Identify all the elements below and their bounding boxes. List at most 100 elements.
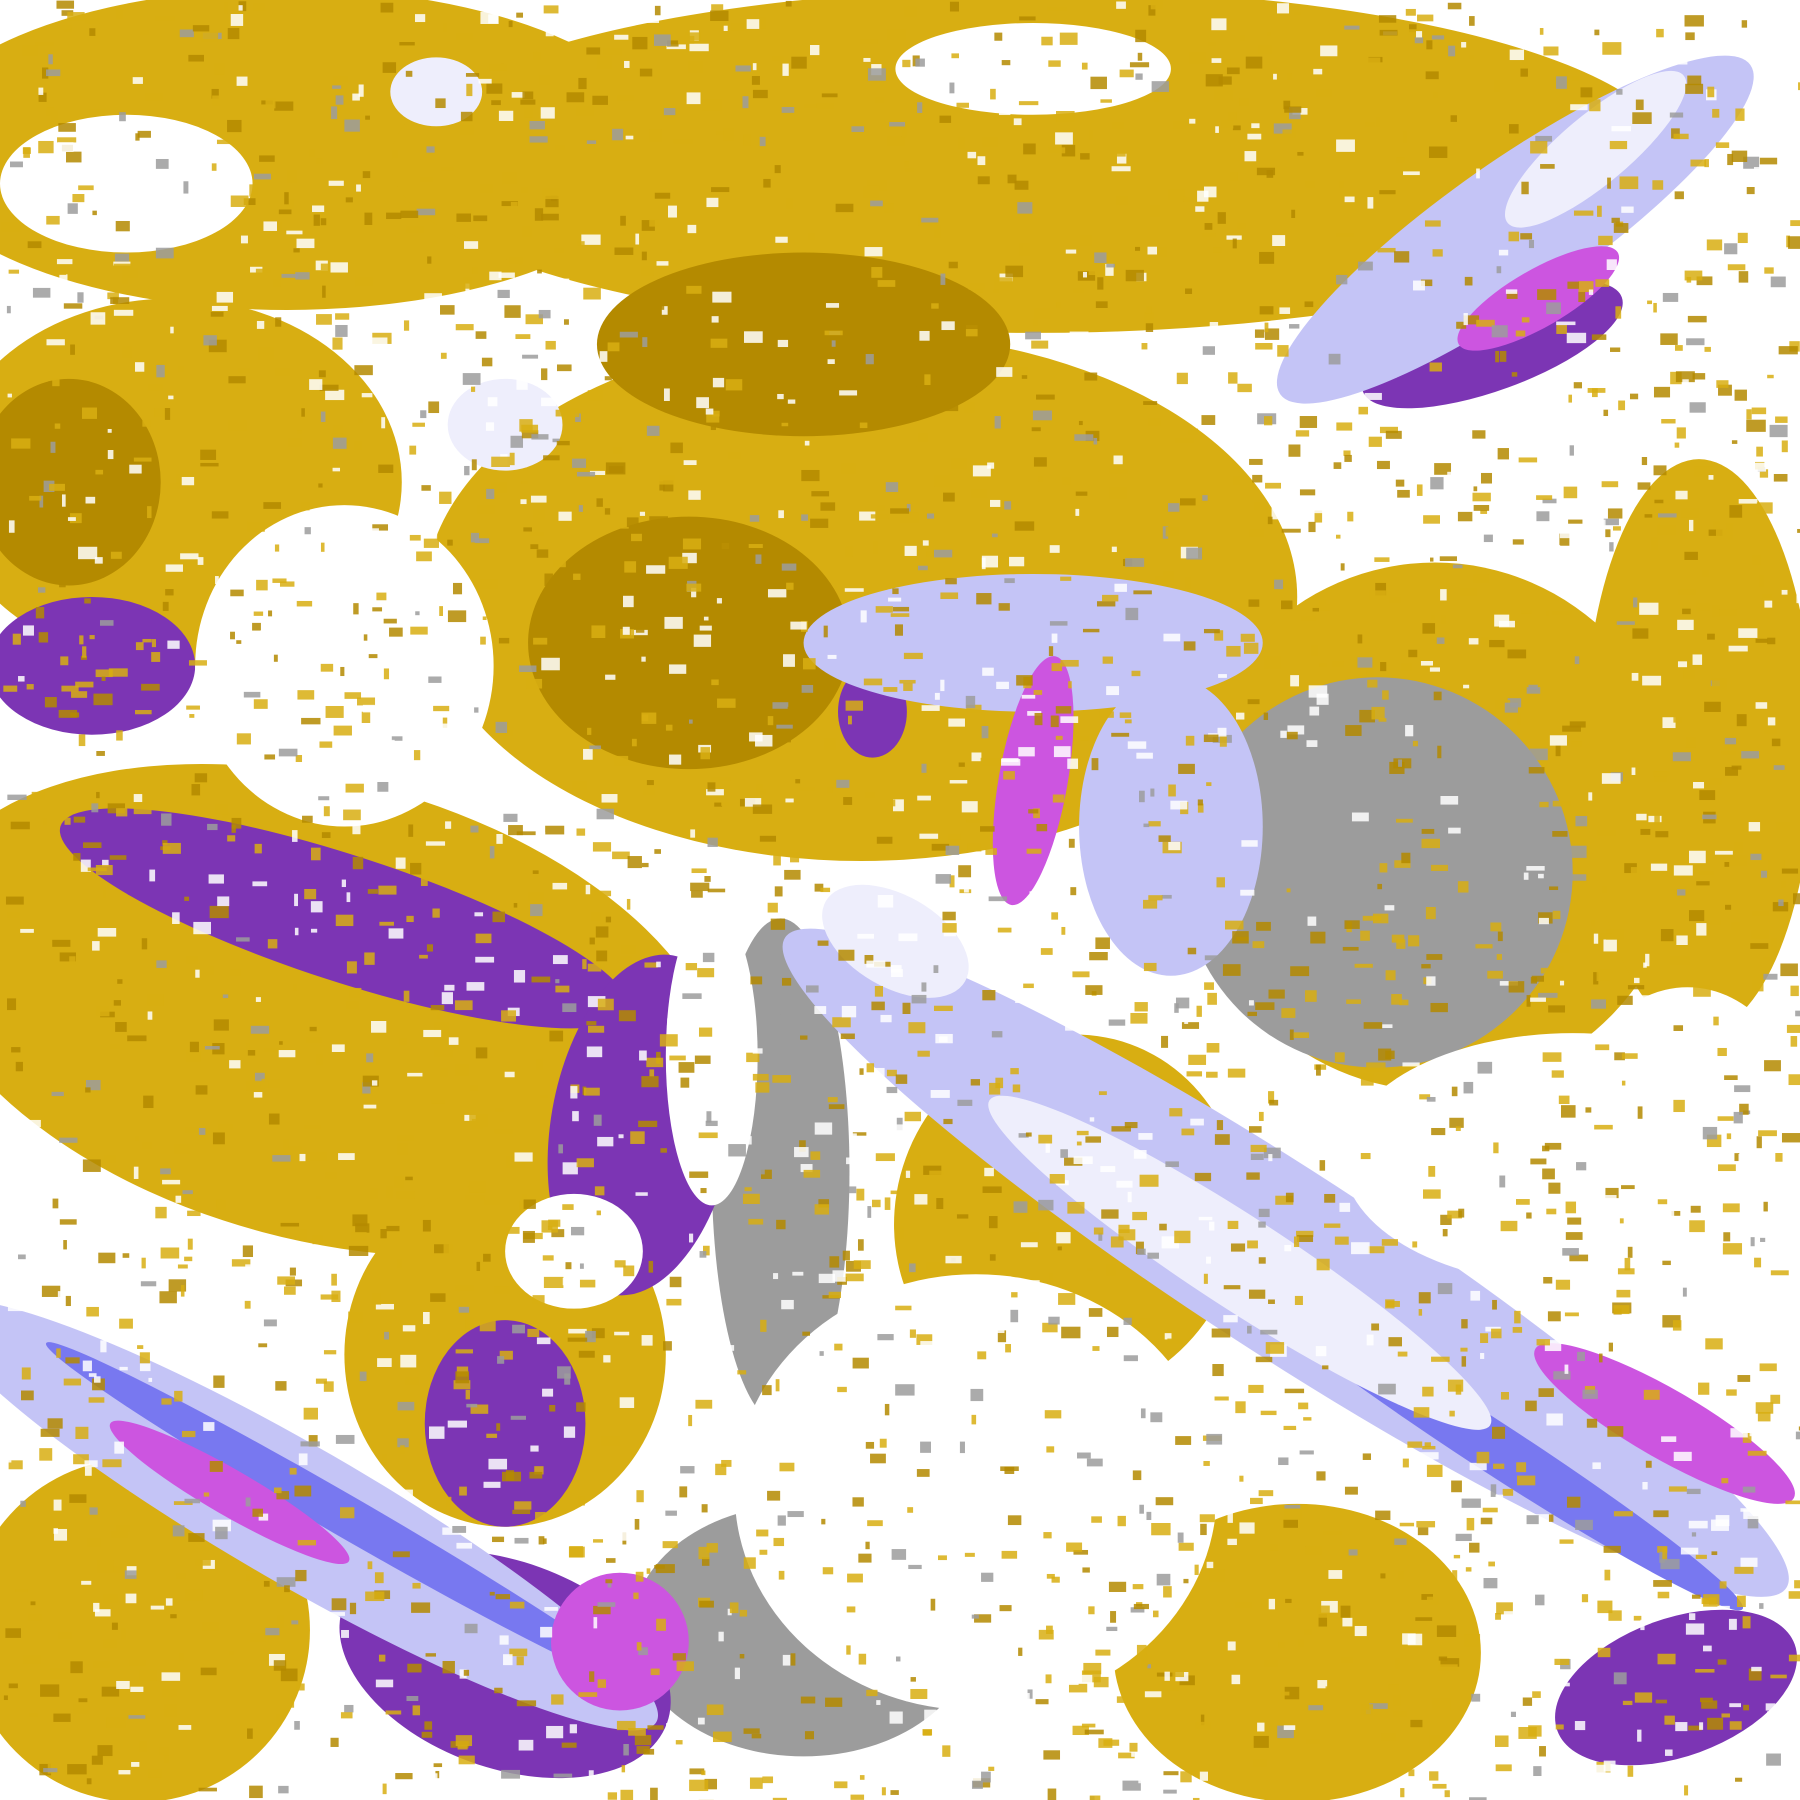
texture-patch [1301,615,1316,621]
texture-patch [1553,1371,1571,1380]
texture-patch [296,600,313,607]
texture-patch [1742,1616,1751,1629]
texture-patch [1538,992,1558,998]
texture-patch [260,1081,269,1089]
texture-patch [1028,809,1039,814]
texture-patch [701,1557,710,1566]
texture-patch [1763,1201,1768,1212]
texture-patch [533,52,541,60]
texture-patch [1206,782,1212,787]
texture-patch [147,384,163,392]
texture-patch [1109,468,1128,475]
texture-patch [41,1285,61,1297]
texture-patch [370,1187,378,1200]
texture-patch [1489,639,1505,648]
texture-patch [650,1668,660,1676]
texture-patch [922,1729,932,1736]
texture-patch [211,88,219,99]
texture-patch [542,1388,554,1397]
texture-patch [92,210,97,216]
clear-area [665,906,758,1206]
texture-patch [1173,1794,1191,1799]
texture-patch [778,1570,785,1580]
texture-patch [265,1627,280,1636]
texture-patch [1657,1653,1676,1665]
texture-patch [532,832,546,841]
texture-patch [61,685,79,692]
texture-patch [1334,1052,1345,1063]
texture-patch [1284,106,1302,113]
texture-patch [240,235,248,244]
texture-patch [406,1695,419,1702]
texture-patch [1228,362,1247,373]
texture-patch [1180,1412,1193,1423]
texture-patch [832,1270,847,1282]
texture-patch [253,699,268,709]
texture-patch [1437,745,1442,759]
texture-patch [735,1161,741,1168]
texture-patch [1156,246,1167,257]
texture-patch [1161,894,1172,899]
texture-patch [1490,922,1502,932]
texture-patch [1255,343,1273,350]
texture-patch [103,1593,118,1604]
texture-patch [980,757,1000,767]
texture-patch [551,1229,565,1238]
texture-patch [1642,675,1662,686]
texture-patch [1239,1522,1255,1534]
texture-patch [1276,3,1290,14]
texture-patch [1118,1229,1136,1241]
texture-patch [544,573,553,586]
texture-patch [141,1257,146,1269]
texture-patch [1451,1086,1458,1097]
texture-patch [264,754,276,760]
texture-patch [1619,176,1639,190]
texture-patch [622,626,630,635]
texture-patch [1319,1494,1335,1503]
texture-patch [1653,1580,1672,1587]
texture-patch [1781,22,1800,29]
texture-patch [748,1218,764,1225]
texture-patch [1759,1603,1764,1609]
texture-patch [378,464,394,473]
texture-patch [1792,893,1800,905]
texture-patch [1185,735,1195,746]
texture-patch [1609,542,1614,552]
texture-patch [971,1614,979,1619]
texture-patch [1073,1549,1089,1555]
texture-patch [455,324,474,331]
texture-patch [639,511,646,516]
texture-patch [97,928,117,937]
texture-patch [1770,308,1782,320]
texture-patch [614,247,634,255]
texture-patch [400,1445,405,1454]
texture-patch [1504,702,1518,713]
texture-patch [982,990,996,1001]
texture-patch [828,1104,845,1110]
texture-patch [789,1496,795,1506]
texture-patch [921,217,939,223]
texture-patch [1723,1232,1731,1242]
texture-patch [885,1124,906,1132]
texture-patch [948,261,958,269]
texture-patch [433,1763,443,1768]
texture-patch [295,1569,307,1582]
texture-patch [249,184,259,197]
texture-patch [1423,1189,1441,1199]
texture-patch [1055,735,1063,740]
texture-patch [1239,97,1249,107]
texture-patch [1567,1217,1582,1225]
texture-patch [543,455,560,461]
texture-patch [587,1025,605,1033]
texture-patch [116,1524,131,1532]
texture-patch [1533,1766,1542,1777]
texture-patch [1273,123,1292,134]
texture-patch [442,717,448,728]
texture-patch [58,24,72,30]
texture-patch [1770,937,1778,950]
texture-patch [1657,1546,1668,1553]
texture-patch [527,892,545,902]
texture-patch [364,528,379,541]
texture-patch [470,532,480,543]
texture-patch [1645,953,1650,967]
